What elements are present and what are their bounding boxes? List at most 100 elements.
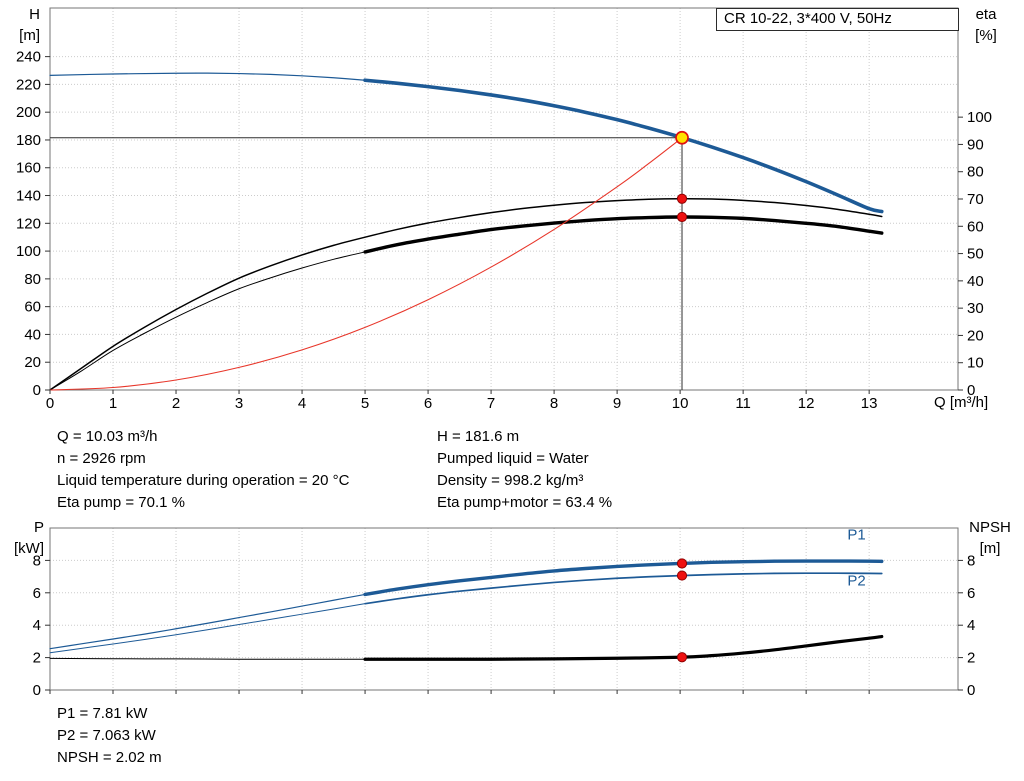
head-curve-low-flow xyxy=(49,72,366,81)
eta-tick-label: 50 xyxy=(967,246,984,263)
eta-axis-label: eta [%] xyxy=(964,4,1008,46)
npsh-curve xyxy=(363,634,884,661)
NPSH-tick-label: 2 xyxy=(967,650,975,667)
info-line-pumped-liquid: Pumped liquid = Water xyxy=(437,450,589,467)
pump-model-badge: CR 10-22, 3*400 V, 50Hz xyxy=(716,8,959,31)
x-tick-label: 4 xyxy=(298,395,306,412)
x-tick-label: 0 xyxy=(46,395,54,412)
power-axis-symbol: P xyxy=(33,519,44,536)
eta-tick-label: 0 xyxy=(967,382,975,399)
H-tick-label: 40 xyxy=(24,326,41,343)
eta-pump-motor-curve-low-flow xyxy=(49,251,366,391)
NPSH-tick-label: 8 xyxy=(967,552,975,569)
x-tick-label: 7 xyxy=(487,395,495,412)
eta-axis-unit: [%] xyxy=(975,27,997,44)
H-tick-label: 240 xyxy=(16,49,41,66)
head-axis-symbol: H xyxy=(29,6,40,23)
p2-curve-label: P2 xyxy=(847,573,865,590)
x-tick-label: 8 xyxy=(550,395,558,412)
operating-point-info-left: Q = 10.03 m³/h n = 2926 rpm Liquid tempe… xyxy=(57,426,349,514)
p1-curve-low-flow xyxy=(49,593,366,650)
H-tick-label: 20 xyxy=(24,354,41,371)
P-tick-label: 8 xyxy=(33,552,41,569)
eta-tick-label: 70 xyxy=(967,191,984,208)
eta-pump-motor-point xyxy=(676,211,688,223)
x-tick-label: 3 xyxy=(235,395,243,412)
info-line-speed: n = 2926 rpm xyxy=(57,450,146,467)
operating-point-info: Q = 10.03 m³/h n = 2926 rpm Liquid tempe… xyxy=(0,426,1024,518)
H-tick-label: 100 xyxy=(16,243,41,260)
x-tick-label: 9 xyxy=(613,395,621,412)
npsh-point xyxy=(676,652,688,663)
eta-tick-label: 100 xyxy=(967,109,992,126)
x-tick-label: 2 xyxy=(172,395,180,412)
head-curve xyxy=(363,78,884,214)
H-tick-label: 0 xyxy=(33,382,41,399)
NPSH-tick-label: 6 xyxy=(967,585,975,602)
eta-pump-curve xyxy=(49,197,883,391)
H-tick-label: 80 xyxy=(24,271,41,288)
info-line-eta-pump: Eta pump = 70.1 % xyxy=(57,494,185,511)
P-tick-label: 0 xyxy=(33,682,41,699)
eta-tick-label: 90 xyxy=(967,136,984,153)
eta-tick-label: 30 xyxy=(967,300,984,317)
p2-curve xyxy=(364,572,883,605)
npsh-axis-symbol: NPSH xyxy=(969,519,1011,536)
operating-point-info-right: H = 181.6 m Pumped liquid = Water Densit… xyxy=(437,426,612,514)
x-tick-label: 1 xyxy=(109,395,117,412)
head-efficiency-chart: 0 1 2 3 4 5 6 7 8 9 10 11 12 130204060801001201401601… xyxy=(16,7,992,412)
p2-point xyxy=(676,570,688,581)
duty-point xyxy=(675,130,689,145)
npsh-axis-label: NPSH [m] xyxy=(960,517,1020,559)
x-tick-label: 11 xyxy=(735,395,751,412)
NPSH-tick-label: 4 xyxy=(967,617,975,634)
x-tick-label: 5 xyxy=(361,395,369,412)
p1-point xyxy=(676,558,688,569)
P-tick-label: 2 xyxy=(33,650,41,667)
eta-pump-point xyxy=(676,193,688,204)
H-tick-label: 160 xyxy=(16,160,41,177)
x-tick-label: 13 xyxy=(861,395,878,412)
npsh-curve-low-flow xyxy=(49,657,366,660)
H-tick-label: 200 xyxy=(16,104,41,121)
info-line-liquid-temperature: Liquid temperature during operation = 20… xyxy=(57,472,350,489)
x-tick-label: 10 xyxy=(672,395,689,412)
eta-tick-label: 60 xyxy=(967,218,984,235)
eta-tick-label: 10 xyxy=(967,355,984,372)
eta-pump-motor-curve xyxy=(363,215,884,254)
info-line-npsh: NPSH = 2.02 m xyxy=(57,749,162,766)
p1-curve-label: P1 xyxy=(847,526,865,543)
NPSH-tick-label: 0 xyxy=(967,682,975,699)
p2-curve-low-flow xyxy=(49,603,366,654)
H-tick-label: 60 xyxy=(24,299,41,316)
info-line-density: Density = 998.2 kg/m³ xyxy=(437,472,584,489)
info-line-head: H = 181.6 m xyxy=(437,428,520,445)
power-npsh-info: P1 = 7.81 kW P2 = 7.063 kW NPSH = 2.02 m xyxy=(57,703,162,769)
eta-tick-label: 40 xyxy=(967,273,984,290)
info-line-p1: P1 = 7.81 kW xyxy=(57,705,148,722)
npsh-axis-unit: [m] xyxy=(979,540,1001,557)
info-line-p2: P2 = 7.063 kW xyxy=(57,727,156,744)
P-tick-label: 6 xyxy=(33,585,41,602)
H-tick-label: 140 xyxy=(16,188,41,205)
x-tick-label: 12 xyxy=(798,395,815,412)
eta-tick-label: 80 xyxy=(967,164,984,181)
power-npsh-chart: 0 2 4 6 8 0 2 4 6 8 P1 P2 xyxy=(33,526,976,699)
p1-curve xyxy=(363,559,884,597)
eta-tick-label: 20 xyxy=(967,327,984,344)
P-tick-label: 4 xyxy=(33,617,41,634)
system-curve xyxy=(49,137,683,391)
eta-axis-symbol: eta xyxy=(975,6,997,23)
H-tick-label: 180 xyxy=(16,132,41,149)
H-tick-label: 220 xyxy=(16,76,41,93)
H-tick-label: 120 xyxy=(16,215,41,232)
info-line-flow: Q = 10.03 m³/h xyxy=(57,428,158,445)
head-axis-unit: [m] xyxy=(19,27,40,44)
head-axis-label: H [m] xyxy=(0,4,40,46)
power-axis-unit: [kW] xyxy=(14,540,44,557)
power-axis-label: P [kW] xyxy=(0,517,44,559)
flow-axis-label: Q [m³/h] xyxy=(934,394,989,411)
info-line-eta-pump-motor: Eta pump+motor = 63.4 % xyxy=(437,494,613,511)
x-tick-label: 6 xyxy=(424,395,432,412)
